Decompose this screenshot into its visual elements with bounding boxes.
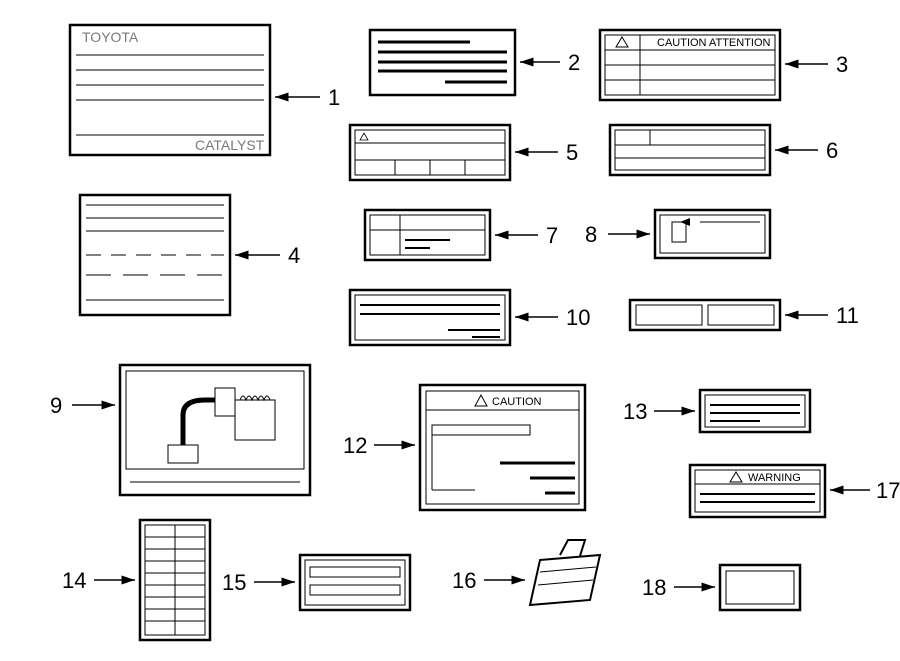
part-6 [610, 125, 770, 175]
part-3-header: CAUTION ATTENTION [657, 37, 771, 49]
callout-9: 9 [50, 393, 115, 418]
svg-text:9: 9 [50, 393, 62, 418]
part-8 [655, 210, 770, 258]
part-13 [700, 390, 810, 432]
part-12: CAUTION [420, 385, 585, 510]
part-11 [630, 300, 780, 330]
callout-8: 8 [585, 222, 650, 247]
part-1-text-bottom: CATALYST [195, 137, 265, 153]
part-14 [140, 520, 210, 640]
svg-text:16: 16 [452, 568, 476, 593]
svg-text:6: 6 [826, 138, 838, 163]
svg-text:10: 10 [566, 305, 590, 330]
callout-1: 1 [275, 85, 340, 110]
svg-text:1: 1 [328, 85, 340, 110]
part-5 [350, 125, 510, 180]
svg-text:11: 11 [836, 303, 859, 328]
callout-14: 14 [62, 568, 135, 593]
part-7 [365, 210, 490, 260]
part-18 [720, 565, 800, 610]
svg-text:18: 18 [642, 575, 666, 600]
svg-text:8: 8 [585, 222, 597, 247]
part-17-header: WARNING [748, 472, 801, 484]
callout-10: 10 [515, 305, 590, 330]
callout-16: 16 [452, 568, 525, 593]
part-16 [530, 540, 600, 605]
part-10 [350, 290, 510, 345]
part-15 [300, 555, 410, 610]
callout-5: 5 [515, 140, 578, 165]
part-2 [370, 30, 515, 95]
part-12-header: CAUTION [492, 396, 542, 408]
svg-text:5: 5 [566, 140, 578, 165]
callout-11: 11 [785, 303, 859, 328]
callout-17: 17 [830, 478, 900, 503]
svg-text:12: 12 [343, 433, 367, 458]
part-1: TOYOTA CATALYST [70, 25, 270, 155]
svg-text:15: 15 [222, 570, 246, 595]
callout-4: 4 [235, 243, 300, 268]
callout-7: 7 [495, 223, 558, 248]
svg-text:13: 13 [623, 399, 647, 424]
part-4 [80, 195, 230, 315]
callout-3: 3 [785, 52, 848, 77]
part-1-text-top: TOYOTA [82, 29, 139, 45]
part-9 [120, 365, 310, 495]
svg-text:4: 4 [288, 243, 300, 268]
svg-text:14: 14 [62, 568, 86, 593]
svg-text:7: 7 [546, 223, 558, 248]
svg-text:3: 3 [836, 52, 848, 77]
callout-18: 18 [642, 575, 715, 600]
svg-text:2: 2 [568, 50, 580, 75]
parts-diagram: TOYOTA CATALYST 1 2 CAUTION ATTENTION 3 [0, 0, 900, 661]
callout-2: 2 [520, 50, 580, 75]
callout-12: 12 [343, 433, 415, 458]
callout-6: 6 [775, 138, 838, 163]
callout-13: 13 [623, 399, 695, 424]
part-3: CAUTION ATTENTION [600, 30, 780, 100]
svg-text:17: 17 [876, 478, 900, 503]
part-17: WARNING [690, 465, 825, 517]
callout-15: 15 [222, 570, 295, 595]
